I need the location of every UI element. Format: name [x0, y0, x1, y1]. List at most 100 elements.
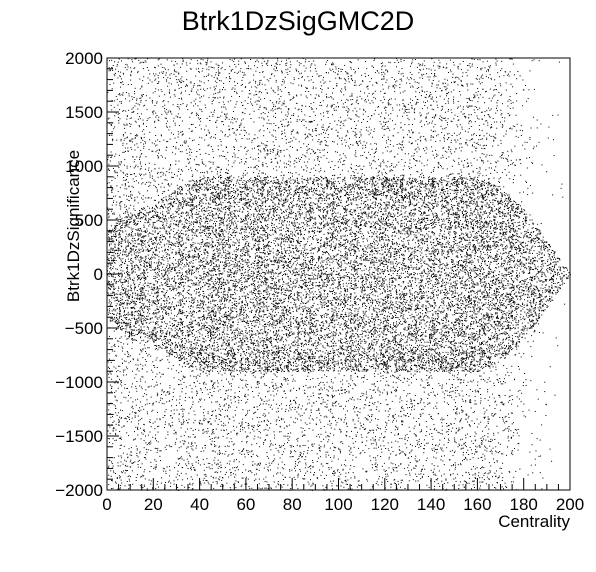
data-point: [175, 253, 177, 255]
data-point: [137, 295, 139, 297]
data-point: [188, 339, 190, 341]
data-point: [111, 463, 113, 464]
data-point: [131, 335, 133, 337]
data-point: [178, 203, 180, 205]
data-point: [180, 205, 182, 207]
data-point: [192, 284, 194, 286]
data-point: [137, 220, 139, 222]
data-point: [127, 319, 129, 321]
data-point: [165, 472, 167, 474]
data-point: [120, 297, 122, 299]
data-point: [179, 349, 181, 351]
data-point: [191, 88, 193, 90]
data-point: [183, 312, 185, 314]
data-point: [145, 246, 147, 248]
data-point: [130, 312, 132, 314]
data-point: [138, 215, 140, 217]
data-point: [178, 458, 179, 460]
data-point: [201, 183, 203, 185]
data-point: [141, 183, 143, 185]
data-point: [203, 358, 205, 360]
data-point: [158, 338, 160, 340]
data-point: [178, 220, 180, 222]
data-point: [131, 197, 133, 199]
data-point: [172, 399, 173, 401]
data-point: [177, 487, 179, 488]
data-point: [140, 427, 141, 429]
data-point: [158, 425, 160, 427]
data-point: [185, 142, 187, 144]
data-point: [140, 291, 142, 292]
data-point: [162, 218, 164, 220]
data-point: [195, 246, 197, 248]
data-point: [166, 281, 168, 283]
data-point: [140, 320, 142, 322]
data-point: [168, 296, 169, 297]
data-point: [175, 370, 177, 372]
data-point: [203, 300, 205, 302]
data-point: [143, 457, 145, 458]
data-point: [190, 324, 192, 326]
data-point: [122, 284, 124, 286]
data-point: [176, 106, 178, 108]
data-point: [182, 375, 184, 377]
data-point: [107, 467, 109, 469]
data-point: [191, 320, 193, 322]
data-point: [172, 297, 174, 299]
data-point: [169, 267, 171, 269]
data-point: [170, 342, 172, 344]
data-point: [142, 376, 144, 378]
data-point: [153, 300, 155, 302]
data-point: [156, 373, 158, 375]
data-point: [170, 284, 172, 286]
data-point: [173, 281, 175, 282]
data-point: [141, 376, 143, 378]
data-point: [149, 176, 151, 178]
data-point: [149, 238, 151, 240]
data-point: [113, 283, 115, 285]
data-point: [179, 457, 181, 459]
data-point: [190, 347, 192, 349]
data-point: [204, 180, 206, 182]
data-point: [142, 365, 144, 367]
data-point: [169, 344, 171, 346]
data-point: [196, 189, 198, 191]
data-point: [119, 75, 121, 77]
data-point: [180, 203, 182, 205]
data-point: [150, 182, 152, 184]
data-point: [119, 371, 121, 373]
data-point: [157, 228, 159, 230]
data-point: [122, 240, 124, 242]
data-point: [191, 484, 193, 486]
data-point: [157, 267, 159, 269]
data-point: [151, 177, 153, 179]
data-point: [114, 177, 116, 179]
data-point: [203, 182, 205, 184]
data-point: [110, 293, 112, 295]
data-point: [146, 411, 148, 413]
data-point: [131, 470, 133, 472]
data-point: [128, 245, 130, 247]
data-point: [168, 199, 170, 201]
data-point: [135, 240, 137, 242]
data-point: [139, 260, 141, 262]
data-point: [197, 330, 199, 332]
data-point: [134, 461, 136, 463]
data-point: [168, 391, 170, 393]
data-point: [178, 244, 180, 246]
data-point: [179, 312, 181, 314]
data-point: [156, 321, 158, 323]
data-point: [181, 97, 182, 99]
data-point: [108, 281, 110, 283]
data-point: [143, 231, 145, 233]
data-point: [109, 285, 111, 287]
data-point: [162, 266, 163, 268]
data-point: [136, 134, 138, 136]
data-point: [173, 223, 174, 225]
data-point: [117, 175, 118, 177]
data-point: [193, 298, 195, 300]
data-point: [173, 268, 175, 270]
data-point: [140, 349, 141, 351]
data-point: [145, 361, 147, 362]
data-point: [168, 217, 170, 219]
